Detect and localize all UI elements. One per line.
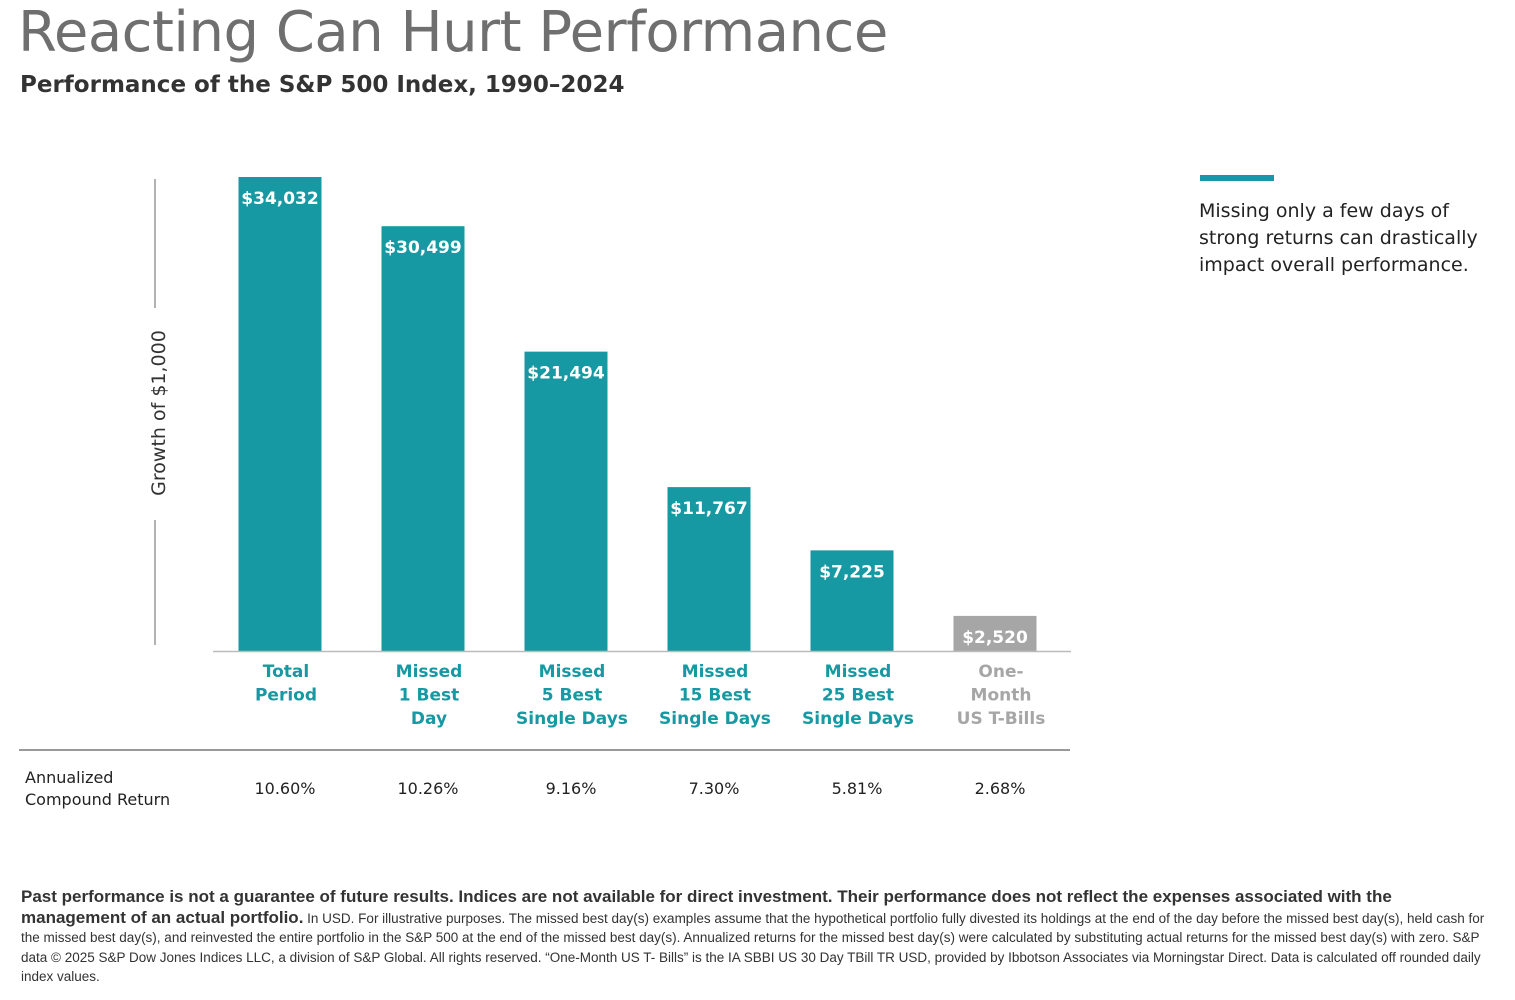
annualized-return-value: 7.30% xyxy=(689,779,740,798)
disclaimer-bold: Past performance is not a guarantee of f… xyxy=(21,887,1392,927)
tick-label: 5 Best xyxy=(542,686,602,706)
tick-label: Month xyxy=(971,686,1032,706)
tick-label: Day xyxy=(411,709,447,729)
bar xyxy=(381,226,465,651)
annualized-return-value: 2.68% xyxy=(975,779,1026,798)
annualized-return-value: 9.16% xyxy=(546,779,597,798)
chart-subtitle: Performance of the S&P 500 Index, 1990–2… xyxy=(20,72,625,98)
data-label: $34,032 xyxy=(241,189,318,209)
data-label: $30,499 xyxy=(384,238,461,258)
annualized-return-value: 10.26% xyxy=(397,779,458,798)
disclaimer-footnote: Past performance is not a guarantee of f… xyxy=(21,887,1501,987)
bar xyxy=(810,550,894,651)
tick-label: Single Days xyxy=(516,709,628,729)
bar xyxy=(953,615,1037,651)
callout-accent-bar xyxy=(1200,175,1274,181)
returns-label-line-2: Compound Return xyxy=(25,790,170,809)
callout-text: Missing only a few days of strong return… xyxy=(1199,200,1478,276)
tick-label: Missed xyxy=(396,662,463,682)
annualized-return-value: 5.81% xyxy=(832,779,883,798)
chart-title: Reacting Can Hurt Performance xyxy=(18,0,888,65)
data-label: $2,520 xyxy=(962,628,1028,648)
disclaimer-body: In USD. For illustrative purposes. The m… xyxy=(21,910,1485,985)
tick-label: Total xyxy=(263,662,309,682)
bar xyxy=(524,351,608,651)
tick-label: Period xyxy=(255,686,317,706)
tick-label: Missed xyxy=(539,662,606,682)
annualized-return-value: 10.60% xyxy=(254,779,315,798)
bar xyxy=(238,177,322,651)
data-label: $21,494 xyxy=(527,364,605,384)
tick-label: 1 Best xyxy=(399,686,459,706)
y-axis-label: Growth of $1,000 xyxy=(148,330,170,496)
data-label: $11,767 xyxy=(670,499,747,519)
tick-label: One- xyxy=(978,662,1023,682)
tick-label: 25 Best xyxy=(822,686,894,706)
returns-label-line-1: Annualized xyxy=(25,768,113,787)
tick-label: Single Days xyxy=(802,709,914,729)
bar-chart: Growth of $1,000 $34,032 Total Period 10.60%… xyxy=(19,177,1071,809)
tick-label: 15 Best xyxy=(679,686,751,706)
bar xyxy=(667,487,751,651)
tick-label: Missed xyxy=(682,662,749,682)
data-label: $7,225 xyxy=(819,562,885,582)
tick-label: Single Days xyxy=(659,709,771,729)
tick-label: US T-Bills xyxy=(957,709,1046,729)
tick-label: Missed xyxy=(825,662,892,682)
